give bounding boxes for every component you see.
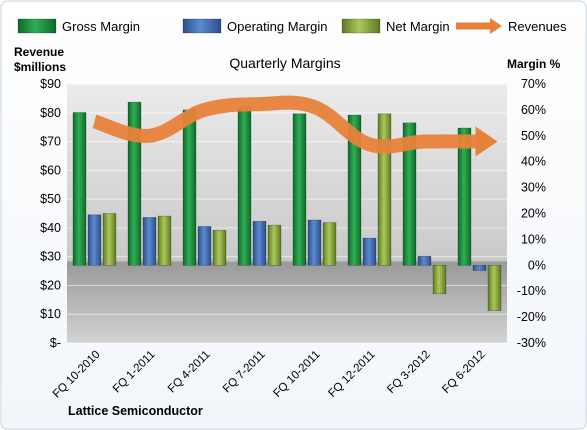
left-tick-label: $- [50, 336, 61, 350]
bar-net-margin [322, 222, 337, 266]
bar-gross-margin [127, 101, 142, 266]
right-tick-label: 0% [528, 258, 546, 272]
legend-swatch-operating-margin [182, 18, 222, 34]
right-tick-label: 60% [521, 103, 546, 117]
left-tick-label: $20 [40, 278, 61, 292]
legend-swatch-gross-margin [17, 18, 57, 34]
bar-gross-margin [457, 127, 472, 266]
left-tick-label: $90 [40, 77, 61, 91]
bar-operating-margin [252, 220, 267, 266]
left-tick-label: $80 [40, 106, 61, 120]
bar-net-margin [377, 113, 392, 266]
legend-arrow-revenues [490, 18, 502, 34]
bar-gross-margin [237, 107, 252, 266]
revenue-line-arrowhead [475, 126, 498, 157]
chart-title: Quarterly Margins [229, 55, 340, 71]
bar-gross-margin [402, 122, 417, 266]
left-tick-label: $60 [40, 163, 61, 177]
bar-operating-margin [142, 217, 157, 266]
right-tick-label: 20% [521, 207, 546, 221]
bar-gross-margin [292, 113, 307, 266]
legend-label-operating-margin: Operating Margin [227, 19, 327, 34]
bar-gross-margin [72, 112, 87, 266]
right-tick-label: -20% [517, 310, 546, 324]
right-tick-label: 70% [521, 77, 546, 91]
left-axis-title-line1: Revenue [14, 45, 64, 59]
bars [72, 101, 502, 311]
revenue-line [92, 95, 498, 157]
bar-operating-margin [472, 264, 487, 271]
legend-swatch-net-margin [341, 18, 381, 34]
left-tick-label: $30 [40, 250, 61, 264]
bar-net-margin [102, 213, 117, 266]
legend-label-gross-margin: Gross Margin [62, 19, 140, 34]
right-tick-label: 30% [521, 181, 546, 195]
bar-operating-margin [307, 219, 322, 266]
bar-net-margin [212, 230, 227, 266]
left-tick-label: $10 [40, 307, 61, 321]
bar-gross-margin [347, 114, 362, 266]
bar-gross-margin [182, 109, 197, 266]
left-axis-ticks: $- $10 $20 $30 $40 $50 $60 $70 $80 $90 [40, 77, 61, 350]
bar-net-margin [267, 224, 282, 266]
right-tick-label: 10% [521, 232, 546, 246]
left-tick-label: $70 [40, 135, 61, 149]
bar-operating-margin [197, 226, 212, 266]
legend: Gross Margin Operating Margin Net Margin Re… [17, 18, 567, 34]
left-tick-label: $40 [40, 221, 61, 235]
right-axis-ticks: -30% -20% -10% 0% 10% 20% 30% 40% 50% 60% 70% [517, 77, 546, 350]
bar-operating-margin [87, 214, 102, 266]
bar-net-margin [157, 215, 172, 266]
right-axis-title: Margin % [507, 57, 561, 71]
right-tick-label: 50% [521, 129, 546, 143]
bar-net-margin [432, 264, 447, 295]
right-tick-label: 40% [521, 155, 546, 169]
footer-label: Lattice Semiconductor [68, 404, 203, 418]
bar-operating-margin [417, 255, 432, 266]
right-tick-label: -10% [517, 284, 546, 298]
legend-label-revenues: Revenues [508, 19, 567, 34]
left-axis-title-line2: $millions [14, 60, 66, 74]
revenue-line-path [92, 95, 480, 154]
right-tick-label: -30% [517, 336, 546, 350]
bar-net-margin [487, 264, 502, 311]
bar-operating-margin [362, 237, 377, 266]
left-tick-label: $50 [40, 192, 61, 206]
legend-label-net-margin: Net Margin [386, 19, 450, 34]
